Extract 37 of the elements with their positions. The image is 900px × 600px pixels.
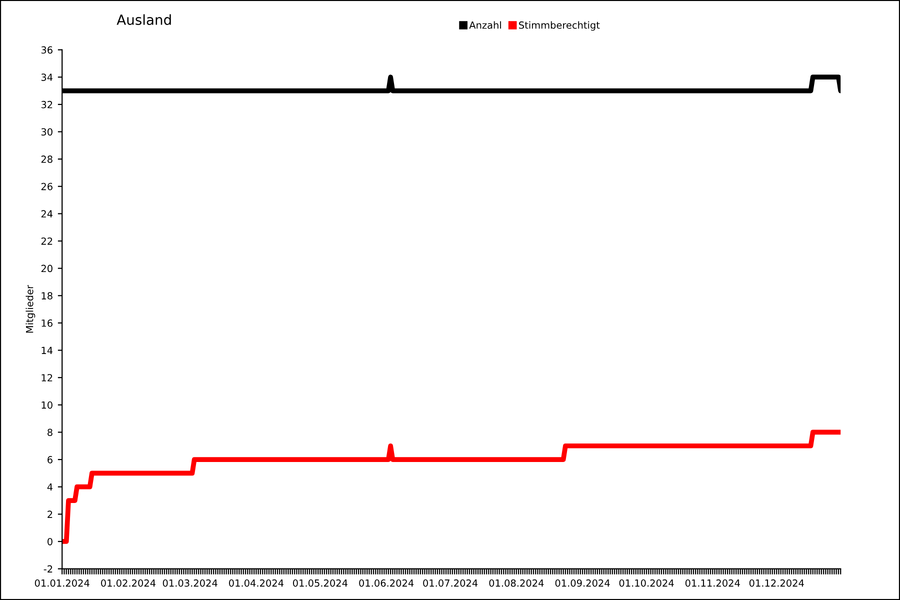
y-tick-label: 4	[47, 483, 53, 491]
y-tick-label: 0	[48, 538, 52, 546]
x-tick-label: 01.12.2024	[749, 579, 804, 587]
x-tick-label: 01.07.2024	[423, 579, 478, 587]
y-axis-title: Mitglieder	[26, 285, 36, 333]
x-tick-label: 01.08.2024	[489, 579, 544, 587]
y-tick-label: 6	[48, 456, 52, 464]
x-tick-label: 01.03.2024	[162, 579, 218, 587]
y-tick-label: 10	[42, 401, 52, 409]
x-tick-label: 01.10.2024	[619, 579, 674, 587]
y-tick-label: 34	[41, 74, 53, 81]
y-tick-label: 30	[41, 128, 52, 136]
y-tick-label: 8	[48, 428, 52, 436]
y-tick-label: 32	[41, 100, 52, 108]
y-tick-label: 2	[48, 510, 52, 518]
y-tick-label: 18	[42, 292, 52, 300]
y-tick-label: 26	[41, 182, 52, 190]
x-tick-label: 01.09.2024	[555, 579, 610, 587]
y-tick-label: 14	[42, 346, 53, 354]
y-tick-label: 36	[41, 46, 52, 54]
y-tick-label: 28	[41, 156, 52, 163]
x-tick-label: 01.06.2024	[359, 579, 414, 587]
y-tick-label: 24	[41, 210, 53, 218]
x-tick-label: 01.11.2024	[685, 579, 740, 587]
x-tick-label: 01.01.2024	[34, 579, 90, 587]
y-tick-label: 12	[42, 374, 52, 382]
x-tick-label: 01.05.2024	[292, 579, 348, 587]
y-tick-label: 16	[42, 319, 52, 327]
chart-title: Ausland	[116, 14, 171, 25]
line-series	[62, 430, 841, 544]
legend-label: Anzahl	[469, 21, 501, 29]
y-tick-label: 22	[41, 237, 52, 245]
y-tick-label: 20	[41, 264, 52, 272]
x-tick-label: 01.04.2024	[229, 579, 284, 587]
x-tick-label: 01.02.2024	[101, 579, 156, 587]
y-tick-label: -2	[44, 565, 52, 572]
legend-label: Stimmberechtigt	[519, 21, 600, 31]
